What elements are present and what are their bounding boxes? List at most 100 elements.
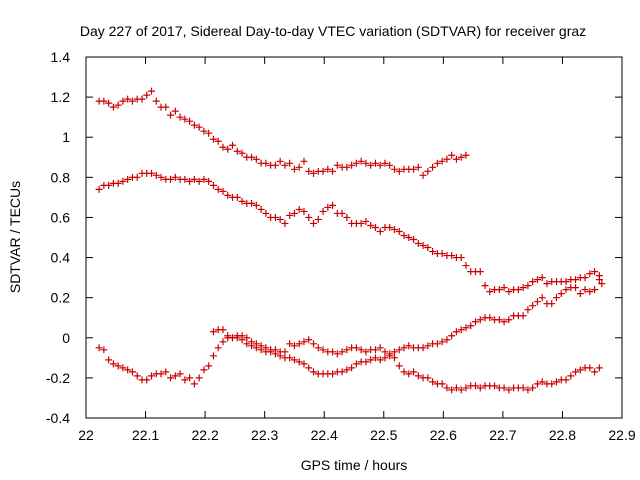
data-point [443,336,451,344]
data-point [533,298,541,306]
data-point [448,332,456,340]
data-point [138,95,146,103]
data-point [448,252,456,260]
data-point [343,346,351,354]
data-point [314,344,322,352]
data-point [376,161,384,169]
data-point [333,350,341,358]
data-point [190,121,198,129]
data-point [152,97,160,105]
data-point [371,223,379,231]
data-point [190,175,198,183]
data-point [209,181,217,189]
data-point [376,344,384,352]
data-point [457,326,465,334]
data-point [400,368,408,376]
data-point [119,364,127,372]
data-point [462,324,470,332]
data-point [128,368,136,376]
data-markers [95,87,606,394]
data-point [390,354,398,362]
data-point [395,346,403,354]
data-point [595,364,603,372]
data-point [429,378,437,386]
data-point [152,171,160,179]
data-point [405,370,413,378]
data-point [476,316,484,324]
y-tick-label: 0 [62,330,70,346]
x-tick-label: 22.3 [251,427,278,443]
data-point [343,366,351,374]
data-point [186,117,194,125]
data-point [438,338,446,346]
data-point [324,165,332,173]
data-point [352,360,360,368]
y-tick-label: 0.2 [51,290,71,306]
data-point [181,376,189,384]
data-point [500,284,508,292]
data-point [200,127,208,135]
data-point [114,362,122,370]
data-point [95,344,103,352]
data-point [124,175,132,183]
data-point [562,286,570,294]
data-point [400,344,408,352]
data-point [329,167,337,175]
data-point [233,147,241,155]
data-point [410,165,418,173]
data-point [572,284,580,292]
data-point [395,227,403,235]
data-point [429,248,437,256]
data-point [333,161,341,169]
data-point [162,368,170,376]
data-point [157,173,165,181]
data-point [390,348,398,356]
data-point [271,213,279,221]
data-point [591,368,599,376]
data-point [295,205,303,213]
data-point [248,342,256,350]
data-point [491,382,499,390]
data-point [209,135,217,143]
data-point [148,372,156,380]
data-point [348,364,356,372]
data-point [424,342,432,350]
data-point [562,376,570,384]
y-tick-label: -0.2 [46,370,70,386]
data-point [371,354,379,362]
y-tick-label: 0.8 [51,169,71,185]
data-point [576,366,584,374]
data-point [572,368,580,376]
data-point [286,354,294,362]
series-series-2 [95,169,606,296]
data-point [357,219,365,227]
data-point [414,372,422,380]
data-point [419,344,427,352]
data-point [214,344,222,352]
data-point [219,143,227,151]
data-point [290,342,298,350]
data-point [376,227,384,235]
x-axis-label: GPS time / hours [301,457,408,473]
data-point [300,157,308,165]
data-point [281,161,289,169]
x-tick-label: 22.8 [549,427,576,443]
data-point [462,384,470,392]
data-point [124,366,132,374]
data-point [224,145,232,153]
data-point [300,360,308,368]
data-point [238,197,246,205]
data-point [467,322,475,330]
data-point [314,215,322,223]
data-point [572,276,580,284]
data-point [209,352,217,360]
data-point [109,360,117,368]
series-series-1 [95,87,470,179]
data-point [128,97,136,105]
data-point [209,328,217,336]
data-point [219,338,227,346]
data-point [195,177,203,185]
data-point [195,123,203,131]
data-point [238,336,246,344]
